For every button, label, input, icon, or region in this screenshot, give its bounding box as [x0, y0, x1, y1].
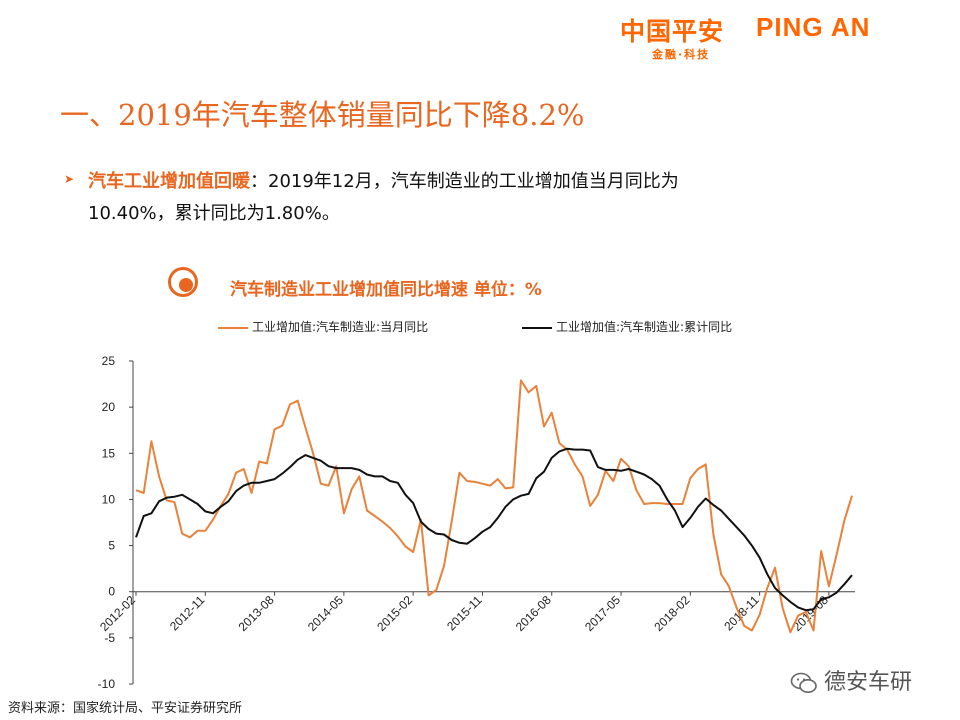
legend-label-monthly: 工业增加值:汽车制造业:当月同比 — [252, 320, 429, 334]
bullet-text-line2: 10.40%，累计同比为1.80%。 — [88, 203, 340, 224]
y-tick-label: 15 — [102, 446, 116, 460]
brand-name-cn: 中国平安 — [620, 17, 725, 46]
x-tick-label: 2018-11 — [721, 593, 762, 634]
y-tick-label: 20 — [102, 400, 116, 414]
y-tick-label: 10 — [102, 492, 116, 506]
brand-name-en: PING AN — [756, 12, 871, 42]
series-line-monthly — [135, 379, 853, 634]
brand-tagline: 金融·科技 — [652, 48, 711, 61]
x-tick-label: 2013-08 — [236, 593, 277, 634]
x-tick-label: 2012-02 — [97, 593, 138, 634]
x-tick-label: 2019-08 — [790, 593, 831, 634]
legend-item-monthly: 工业增加值:汽车制造业:当月同比 — [218, 318, 428, 335]
target-icon — [168, 267, 198, 297]
legend-label-cumulative: 工业增加值:汽车制造业:累计同比 — [556, 320, 733, 334]
series-line-cumulative — [135, 447, 853, 612]
brand-logo: 中国平安 PING AN 金融·科技 — [620, 12, 900, 72]
x-tick-label: 2015-11 — [444, 593, 485, 634]
y-tick-label: 0 — [108, 585, 115, 599]
wechat-icon — [790, 672, 817, 693]
watermark-text: 德安车研 — [824, 670, 913, 695]
x-tick-label: 2012-11 — [167, 593, 208, 634]
y-tick-label: -5 — [104, 631, 115, 645]
watermark: 德安车研 — [790, 664, 912, 696]
x-tick-label: 2018-02 — [651, 593, 692, 634]
x-tick-label: 2016-08 — [513, 593, 554, 634]
source-note: 资料来源：国家统计局、平安证券研究所 — [8, 701, 243, 716]
bullet-highlight: 汽车工业增加值回暖 — [88, 171, 250, 192]
x-tick-label: 2017-05 — [582, 593, 623, 634]
y-tick-label: 5 — [108, 539, 115, 553]
y-tick-label: 25 — [102, 354, 116, 368]
chart-title: 汽车制造业工业增加值同比增速 单位：% — [230, 280, 542, 300]
bullet-text-line1: ：2019年12月，汽车制造业的工业增加值当月同比为 — [250, 171, 679, 192]
x-tick-label: 2015-02 — [374, 593, 415, 634]
chevron-right-icon: ➤ — [64, 172, 75, 186]
y-tick-label: -10 — [98, 677, 116, 691]
chart-header: 汽车制造业工业增加值同比增速 单位：% — [168, 267, 768, 307]
bullet-paragraph: 汽车工业增加值回暖：2019年12月，汽车制造业的工业增加值当月同比为 10.4… — [88, 166, 868, 230]
slide-title: 一、2019年汽车整体销量同比下降8.2% — [60, 98, 585, 132]
legend-swatch-monthly — [218, 326, 248, 329]
legend-swatch-cumulative — [522, 326, 552, 329]
legend-item-cumulative: 工业增加值:汽车制造业:累计同比 — [522, 318, 732, 335]
chart-legend: 工业增加值:汽车制造业:当月同比 工业增加值:汽车制造业:累计同比 — [218, 318, 818, 338]
x-tick-label: 2014-05 — [305, 593, 346, 634]
